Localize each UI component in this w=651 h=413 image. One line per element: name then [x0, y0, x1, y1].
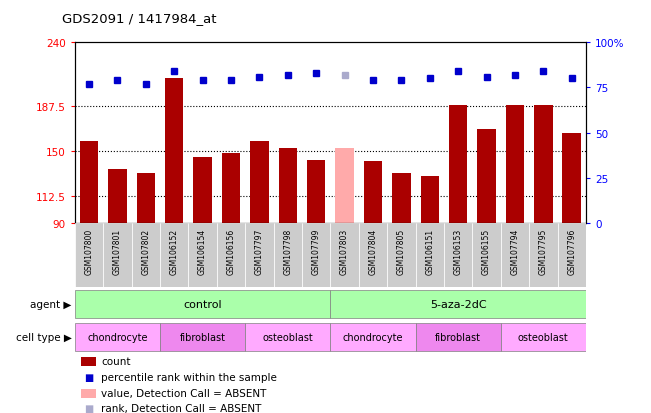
- Bar: [75, 223, 104, 287]
- Bar: [392, 174, 411, 223]
- Bar: [330, 223, 359, 287]
- Bar: [188, 223, 217, 287]
- Bar: [222, 154, 240, 223]
- Bar: [108, 169, 127, 223]
- Bar: [75, 291, 330, 318]
- Bar: [217, 223, 245, 287]
- Text: GSM107804: GSM107804: [368, 228, 378, 274]
- Text: fibroblast: fibroblast: [180, 332, 226, 343]
- Bar: [245, 324, 330, 351]
- Text: rank, Detection Call = ABSENT: rank, Detection Call = ABSENT: [101, 404, 261, 413]
- Text: GSM107796: GSM107796: [567, 228, 576, 274]
- Text: 5-aza-2dC: 5-aza-2dC: [430, 299, 486, 310]
- Bar: [302, 223, 330, 287]
- Text: GSM107794: GSM107794: [510, 228, 519, 274]
- Text: fibroblast: fibroblast: [435, 332, 481, 343]
- Text: GSM107801: GSM107801: [113, 228, 122, 274]
- Text: value, Detection Call = ABSENT: value, Detection Call = ABSENT: [101, 388, 266, 398]
- Text: count: count: [101, 356, 130, 366]
- Bar: [273, 223, 302, 287]
- Text: GSM106154: GSM106154: [198, 228, 207, 274]
- Bar: [330, 324, 415, 351]
- Text: percentile rank within the sample: percentile rank within the sample: [101, 372, 277, 382]
- Text: control: control: [184, 299, 222, 310]
- Bar: [250, 142, 269, 223]
- Text: GDS2091 / 1417984_at: GDS2091 / 1417984_at: [62, 12, 216, 25]
- Bar: [193, 157, 212, 223]
- Bar: [534, 106, 553, 223]
- Text: GSM106152: GSM106152: [170, 228, 179, 274]
- Bar: [415, 324, 501, 351]
- Bar: [477, 130, 496, 223]
- Bar: [501, 324, 586, 351]
- Bar: [160, 324, 245, 351]
- Bar: [473, 223, 501, 287]
- Bar: [132, 223, 160, 287]
- Bar: [80, 142, 98, 223]
- Bar: [562, 133, 581, 223]
- Bar: [165, 79, 184, 223]
- Text: chondrocyte: chondrocyte: [87, 332, 148, 343]
- Bar: [421, 176, 439, 223]
- Text: GSM106153: GSM106153: [454, 228, 463, 274]
- Bar: [387, 223, 415, 287]
- Text: GSM107798: GSM107798: [283, 228, 292, 274]
- Bar: [359, 223, 387, 287]
- Text: osteoblast: osteoblast: [518, 332, 569, 343]
- Bar: [364, 162, 382, 223]
- Text: cell type ▶: cell type ▶: [16, 332, 72, 343]
- Bar: [245, 223, 273, 287]
- Text: GSM107803: GSM107803: [340, 228, 349, 274]
- Bar: [330, 291, 586, 318]
- Text: GSM107797: GSM107797: [255, 228, 264, 274]
- Bar: [160, 223, 188, 287]
- Text: ■: ■: [84, 372, 93, 382]
- Bar: [335, 149, 353, 223]
- Text: chondrocyte: chondrocyte: [342, 332, 403, 343]
- Bar: [307, 161, 326, 223]
- Text: agent ▶: agent ▶: [30, 299, 72, 310]
- Text: GSM106156: GSM106156: [227, 228, 236, 274]
- Bar: [501, 223, 529, 287]
- Bar: [557, 223, 586, 287]
- Text: GSM107805: GSM107805: [397, 228, 406, 274]
- Text: GSM107795: GSM107795: [539, 228, 547, 274]
- Text: GSM107799: GSM107799: [312, 228, 321, 274]
- Text: GSM107800: GSM107800: [85, 228, 94, 274]
- Text: osteoblast: osteoblast: [262, 332, 313, 343]
- Bar: [75, 324, 160, 351]
- Bar: [506, 106, 524, 223]
- Bar: [104, 223, 132, 287]
- Bar: [444, 223, 473, 287]
- Bar: [449, 106, 467, 223]
- Bar: [415, 223, 444, 287]
- Bar: [529, 223, 557, 287]
- Text: GSM106151: GSM106151: [425, 228, 434, 274]
- Text: GSM106155: GSM106155: [482, 228, 491, 274]
- Text: ■: ■: [84, 404, 93, 413]
- Bar: [279, 149, 297, 223]
- Bar: [137, 174, 155, 223]
- Text: GSM107802: GSM107802: [141, 228, 150, 274]
